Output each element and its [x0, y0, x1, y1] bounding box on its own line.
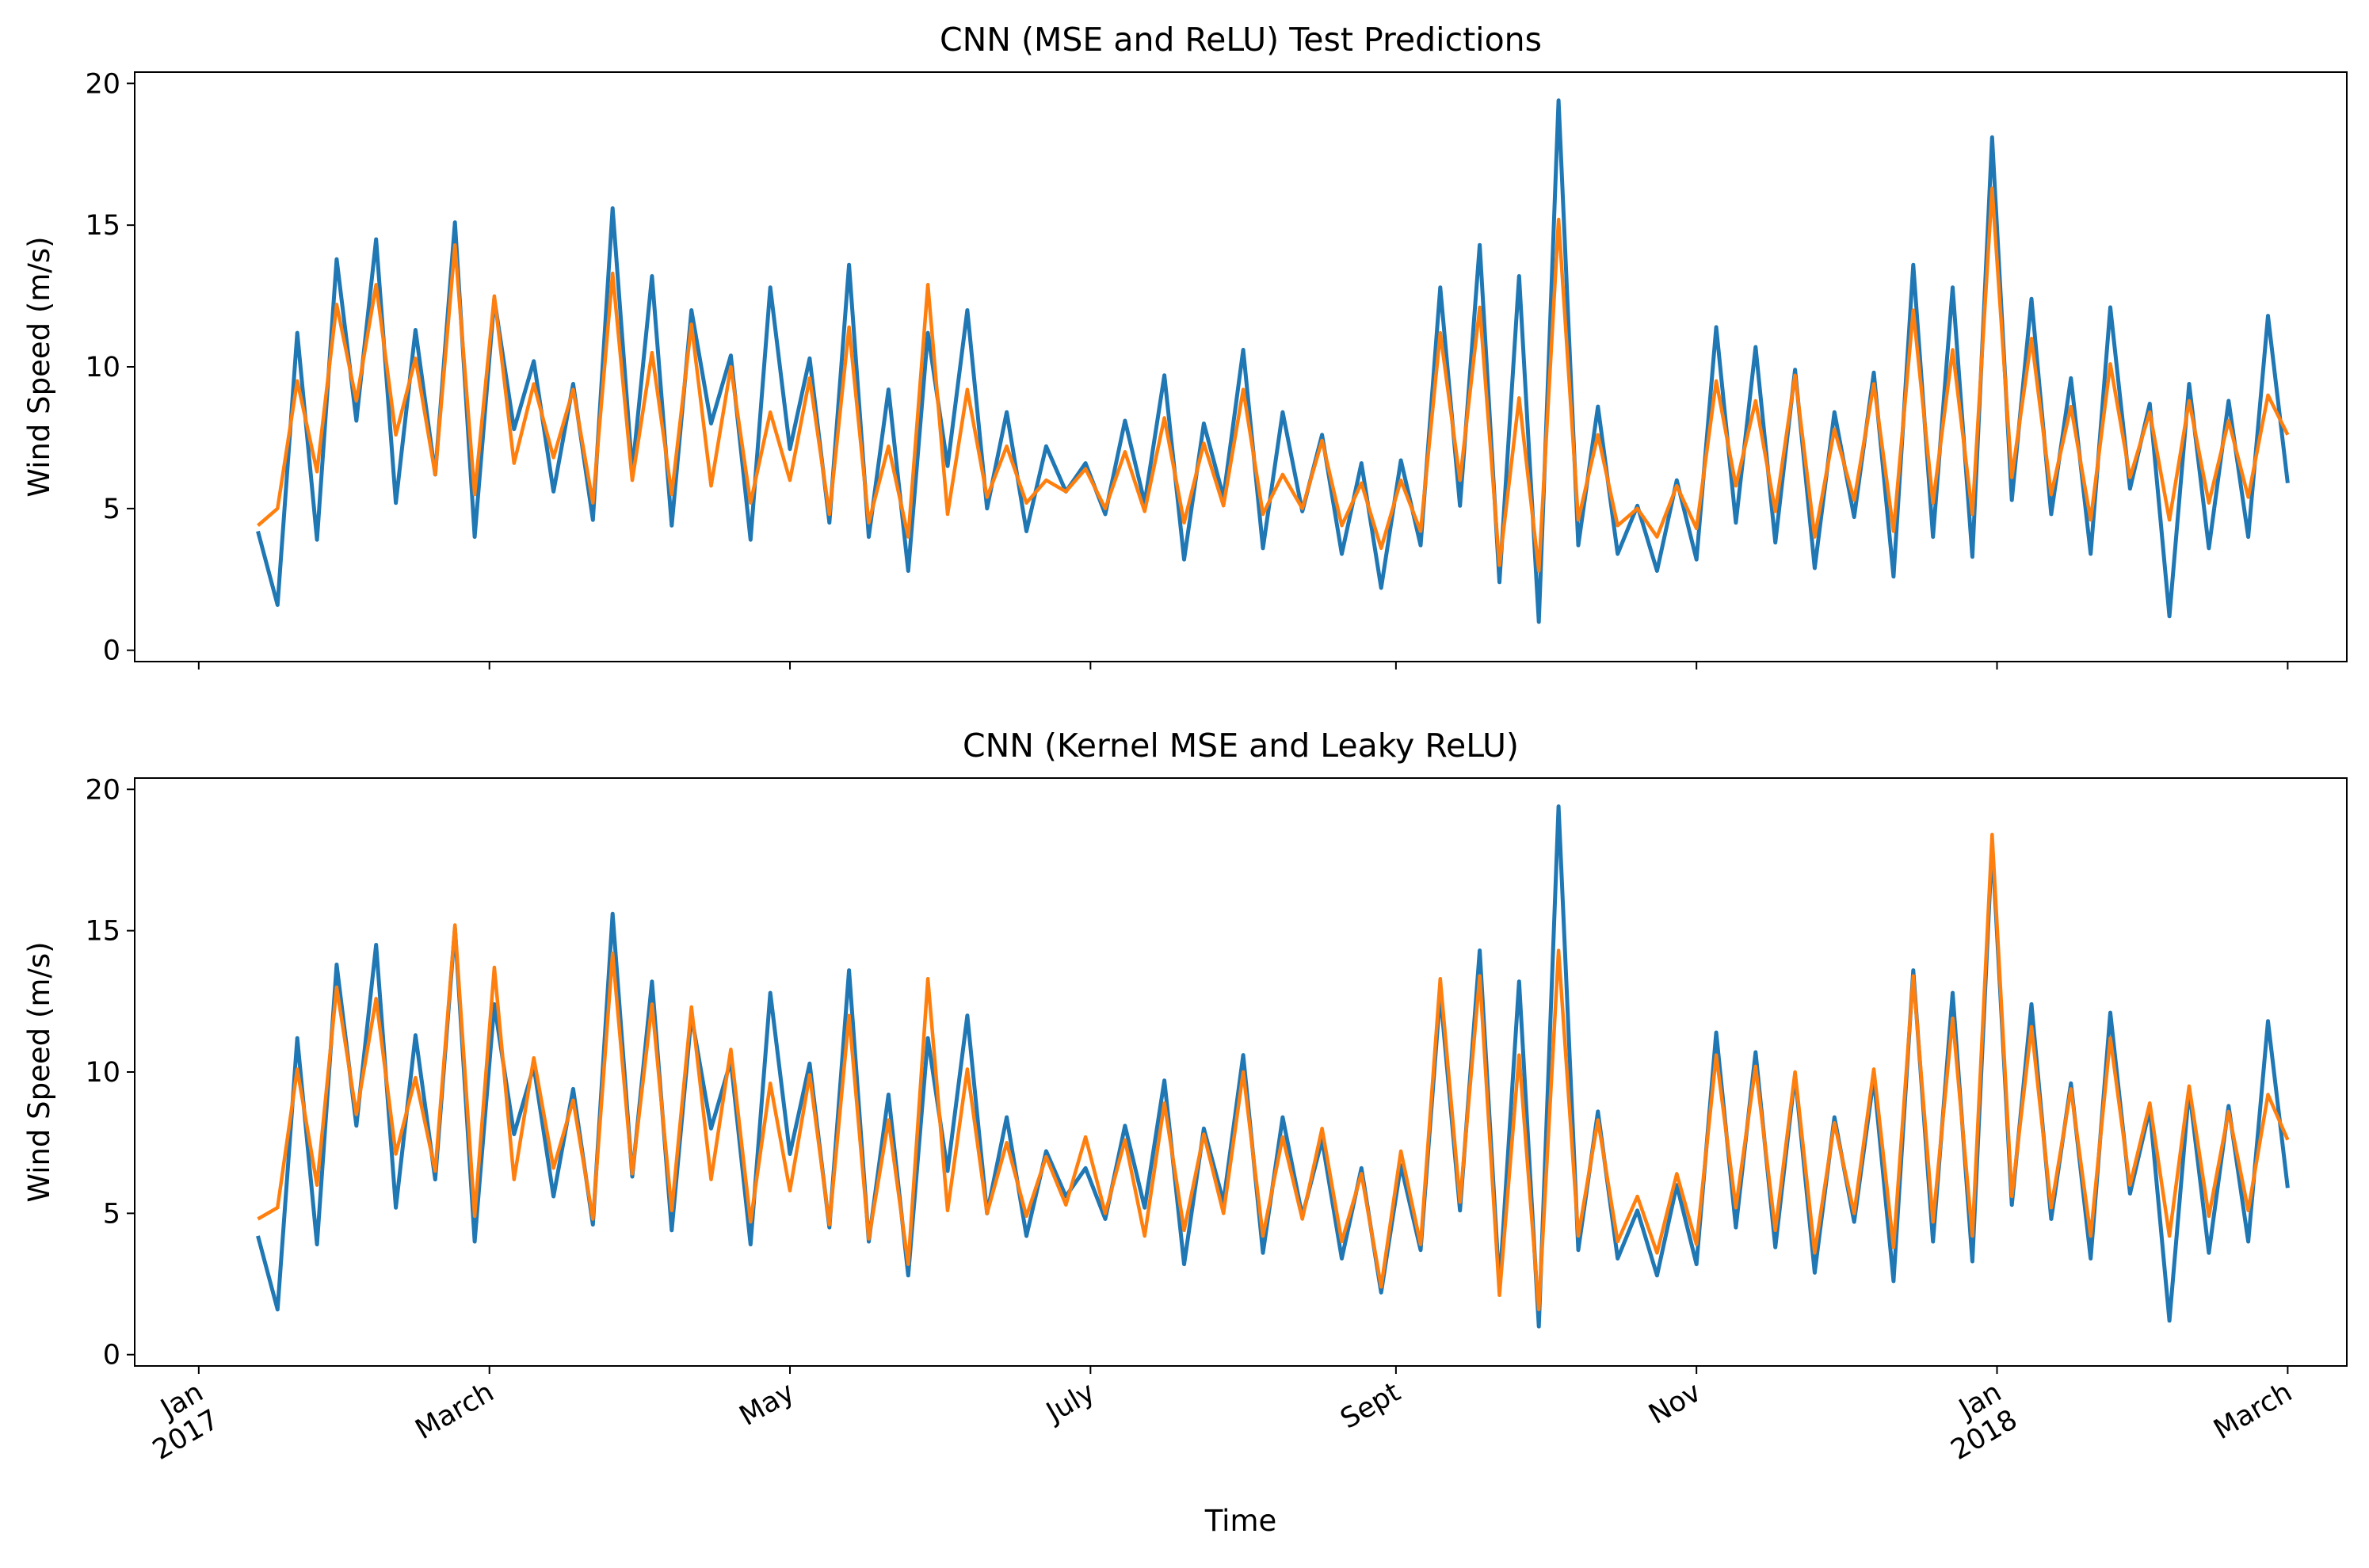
plot-area-lines: [256, 804, 2290, 1329]
y-tick-label: 5: [103, 494, 120, 525]
y-tick-label: 15: [85, 916, 120, 948]
y-axis-ticks: 0 5 10 15 20: [85, 68, 135, 667]
panel-top: CNN (MSE and ReLU) Test Predictions 0 5 10…: [22, 21, 2348, 670]
plot-area-lines: [256, 98, 2290, 624]
y-tick-label: 10: [85, 352, 120, 383]
x-axis-label: Time: [1204, 1504, 1277, 1538]
y-axis-label: Wind Speed (m/s): [22, 941, 56, 1202]
y-axis-ticks: 0 5 10 15 20: [85, 774, 135, 1372]
x-axis-ticks: [197, 662, 2289, 670]
y-tick-label: 0: [103, 635, 120, 667]
y-axis-label: Wind Speed (m/s): [22, 236, 56, 497]
y-tick-label: 15: [85, 210, 120, 242]
y-tick-label: 20: [85, 774, 120, 806]
chart-title: CNN (Kernel MSE and Leaky ReLU): [963, 727, 1519, 765]
chart-title: CNN (MSE and ReLU) Test Predictions: [940, 21, 1542, 59]
series-line-predicted: [257, 186, 2290, 573]
y-tick-label: 0: [103, 1340, 120, 1372]
series-line-predicted: [257, 833, 2290, 1311]
y-tick-label: 10: [85, 1057, 120, 1089]
y-tick-label: 20: [85, 68, 120, 100]
y-tick-label: 5: [103, 1198, 120, 1230]
